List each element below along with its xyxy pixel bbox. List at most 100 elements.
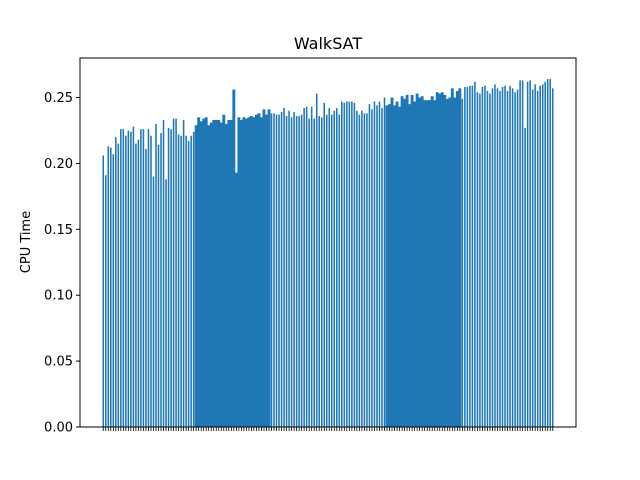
bar (464, 86, 466, 428)
bar (400, 96, 404, 427)
bar (278, 114, 280, 428)
bar (180, 135, 182, 427)
bar (275, 114, 278, 428)
bar (351, 101, 353, 428)
bar (388, 104, 391, 427)
bar (192, 131, 195, 428)
bar (448, 97, 452, 427)
bar (425, 100, 429, 428)
bar (267, 109, 271, 428)
bar (433, 100, 437, 428)
bar (330, 114, 333, 428)
y-axis-label: CPU Time (19, 211, 34, 273)
bar (219, 122, 223, 427)
bar (435, 92, 439, 427)
bar (358, 114, 361, 428)
bar (237, 117, 241, 428)
bar (247, 117, 251, 428)
bar (110, 147, 112, 428)
bar (383, 97, 386, 427)
bar (310, 106, 313, 427)
bar (521, 80, 524, 428)
bar (273, 113, 275, 427)
y-tick-label: 0.25 (44, 91, 73, 106)
y-tick-label: 0.05 (44, 355, 73, 370)
bar (270, 113, 273, 427)
bar (120, 129, 122, 427)
bar (410, 94, 414, 428)
bar (486, 90, 489, 427)
bar (484, 85, 486, 428)
bar (177, 134, 180, 427)
bar (366, 113, 368, 427)
bar (142, 129, 145, 427)
bar (125, 135, 127, 427)
bar (479, 93, 481, 427)
bar (516, 89, 519, 427)
bar (440, 92, 444, 427)
bar (405, 94, 409, 428)
bar (328, 108, 331, 427)
bar (469, 85, 471, 428)
bar (408, 104, 412, 427)
bar (257, 113, 261, 427)
y-tick-label: 0.20 (44, 157, 73, 172)
bar (167, 127, 170, 427)
bar (491, 88, 494, 427)
bar (285, 115, 288, 428)
bar (252, 117, 256, 428)
bar (224, 123, 228, 427)
bar (227, 119, 231, 427)
bar (506, 90, 509, 427)
bar (376, 105, 378, 427)
bar (541, 84, 544, 428)
bar (438, 93, 442, 427)
bar (524, 127, 526, 427)
bar (341, 101, 343, 428)
bar (539, 85, 541, 428)
bar (127, 130, 130, 428)
bar (531, 89, 534, 427)
bar (551, 88, 554, 427)
bar (152, 176, 155, 427)
y-axis: 0.00 0.05 0.10 0.15 0.20 0.25 (44, 91, 80, 436)
bar (303, 108, 305, 427)
bar (420, 96, 424, 427)
bar (361, 110, 363, 428)
y-tick-label: 0.15 (44, 223, 73, 238)
bar (122, 129, 125, 427)
bar (455, 90, 459, 427)
bar (162, 119, 165, 427)
bar (373, 101, 376, 428)
bar (135, 143, 137, 427)
bar (280, 112, 283, 427)
bar (229, 119, 233, 427)
bar (155, 123, 157, 427)
bar (137, 139, 140, 427)
bar (115, 137, 117, 427)
bar (157, 144, 160, 428)
bar (368, 104, 371, 427)
bar (185, 135, 187, 427)
bar (353, 102, 356, 427)
bar (147, 129, 150, 427)
bar (544, 81, 546, 427)
bar (145, 148, 147, 427)
bar (283, 108, 285, 427)
y-tick-label: 0.00 (44, 421, 73, 436)
bar (170, 129, 172, 427)
bar (395, 101, 399, 428)
bar (244, 118, 248, 428)
bar (418, 97, 422, 427)
bar (107, 146, 110, 428)
bar (117, 143, 120, 427)
bar (175, 118, 177, 428)
bar (481, 86, 484, 428)
bar (333, 110, 336, 428)
bar (290, 117, 293, 428)
bar (165, 179, 167, 427)
bar (443, 94, 447, 428)
bar (293, 112, 295, 427)
bar (172, 118, 175, 428)
bar (150, 135, 152, 427)
